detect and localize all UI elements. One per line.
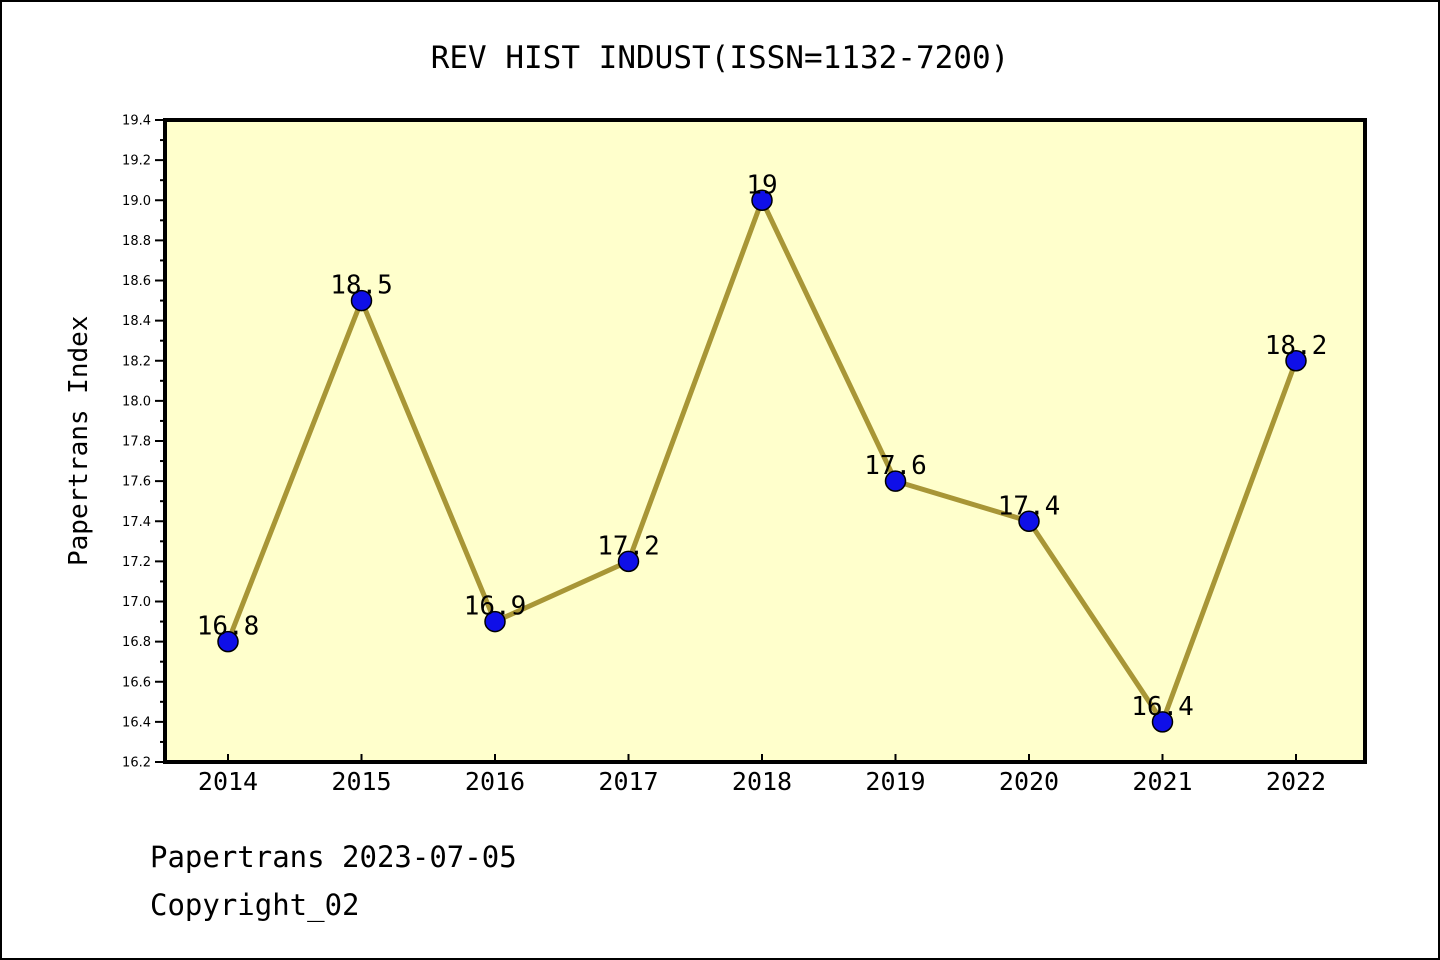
data-point-label: 19 [746, 170, 777, 200]
x-tick-label: 2015 [331, 767, 391, 796]
data-point-label: 16.8 [197, 612, 260, 642]
data-point [751, 189, 773, 211]
y-tick-label: 18.0 [122, 394, 151, 409]
y-tick-label: 18.4 [122, 314, 151, 329]
data-point [1285, 350, 1307, 372]
data-point-label: 18.2 [1265, 331, 1328, 361]
y-tick-label: 18.6 [122, 274, 151, 289]
y-tick-label: 17.2 [122, 555, 151, 570]
x-tick-label: 2020 [999, 767, 1059, 796]
y-tick-label: 19.0 [122, 194, 151, 209]
y-tick-label: 19.2 [122, 154, 151, 169]
data-point-label: 16.9 [464, 592, 527, 622]
x-tick-label: 2018 [732, 767, 792, 796]
x-tick-label: 2014 [198, 767, 258, 796]
y-tick-label: 16.8 [122, 635, 151, 650]
data-point-label: 16.4 [1131, 692, 1194, 722]
data-point [350, 289, 373, 312]
data-point-label: 17.2 [597, 531, 660, 561]
line-chart-plot: 16.2 16.4 16.6 16.8 17.0 17.2 17.4 17.6 17.8 18.0… [122, 114, 1367, 796]
y-tick-label: 17.0 [122, 595, 151, 610]
y-tick-label: 17.6 [122, 475, 151, 490]
data-point-label: 17.4 [998, 491, 1061, 521]
y-tick-label: 16.2 [122, 756, 151, 771]
y-tick-label: 16.6 [122, 675, 151, 690]
data-point [617, 550, 640, 573]
footer-copyright: Copyright_02 [150, 888, 360, 922]
y-tick-label: 18.2 [122, 354, 151, 369]
data-point [217, 630, 239, 653]
x-tick-label: 2017 [598, 767, 658, 796]
y-tick-label: 17.8 [122, 435, 151, 450]
chart-title: REV HIST INDUST(ISSN=1132-7200) [430, 40, 1010, 76]
x-tick-label: 2016 [465, 767, 525, 796]
x-tick-label: 2021 [1132, 767, 1192, 796]
data-point [1018, 510, 1040, 532]
plot-area [165, 120, 1365, 762]
y-tick-label: 16.4 [122, 715, 151, 730]
y-tick-label: 18.8 [122, 234, 151, 249]
x-tick-label: 2022 [1266, 767, 1326, 796]
data-point-label: 17.6 [864, 451, 927, 481]
y-tick-label: 19.4 [122, 114, 151, 129]
data-point-label: 18.5 [330, 271, 393, 301]
x-tick-label: 2019 [865, 767, 925, 796]
footer-date: Papertrans 2023-07-05 [150, 840, 517, 874]
y-tick-label: 17.4 [122, 515, 151, 530]
data-point [1151, 711, 1174, 733]
plot-border [163, 118, 1367, 764]
data-point [884, 470, 907, 492]
data-point [484, 610, 506, 633]
